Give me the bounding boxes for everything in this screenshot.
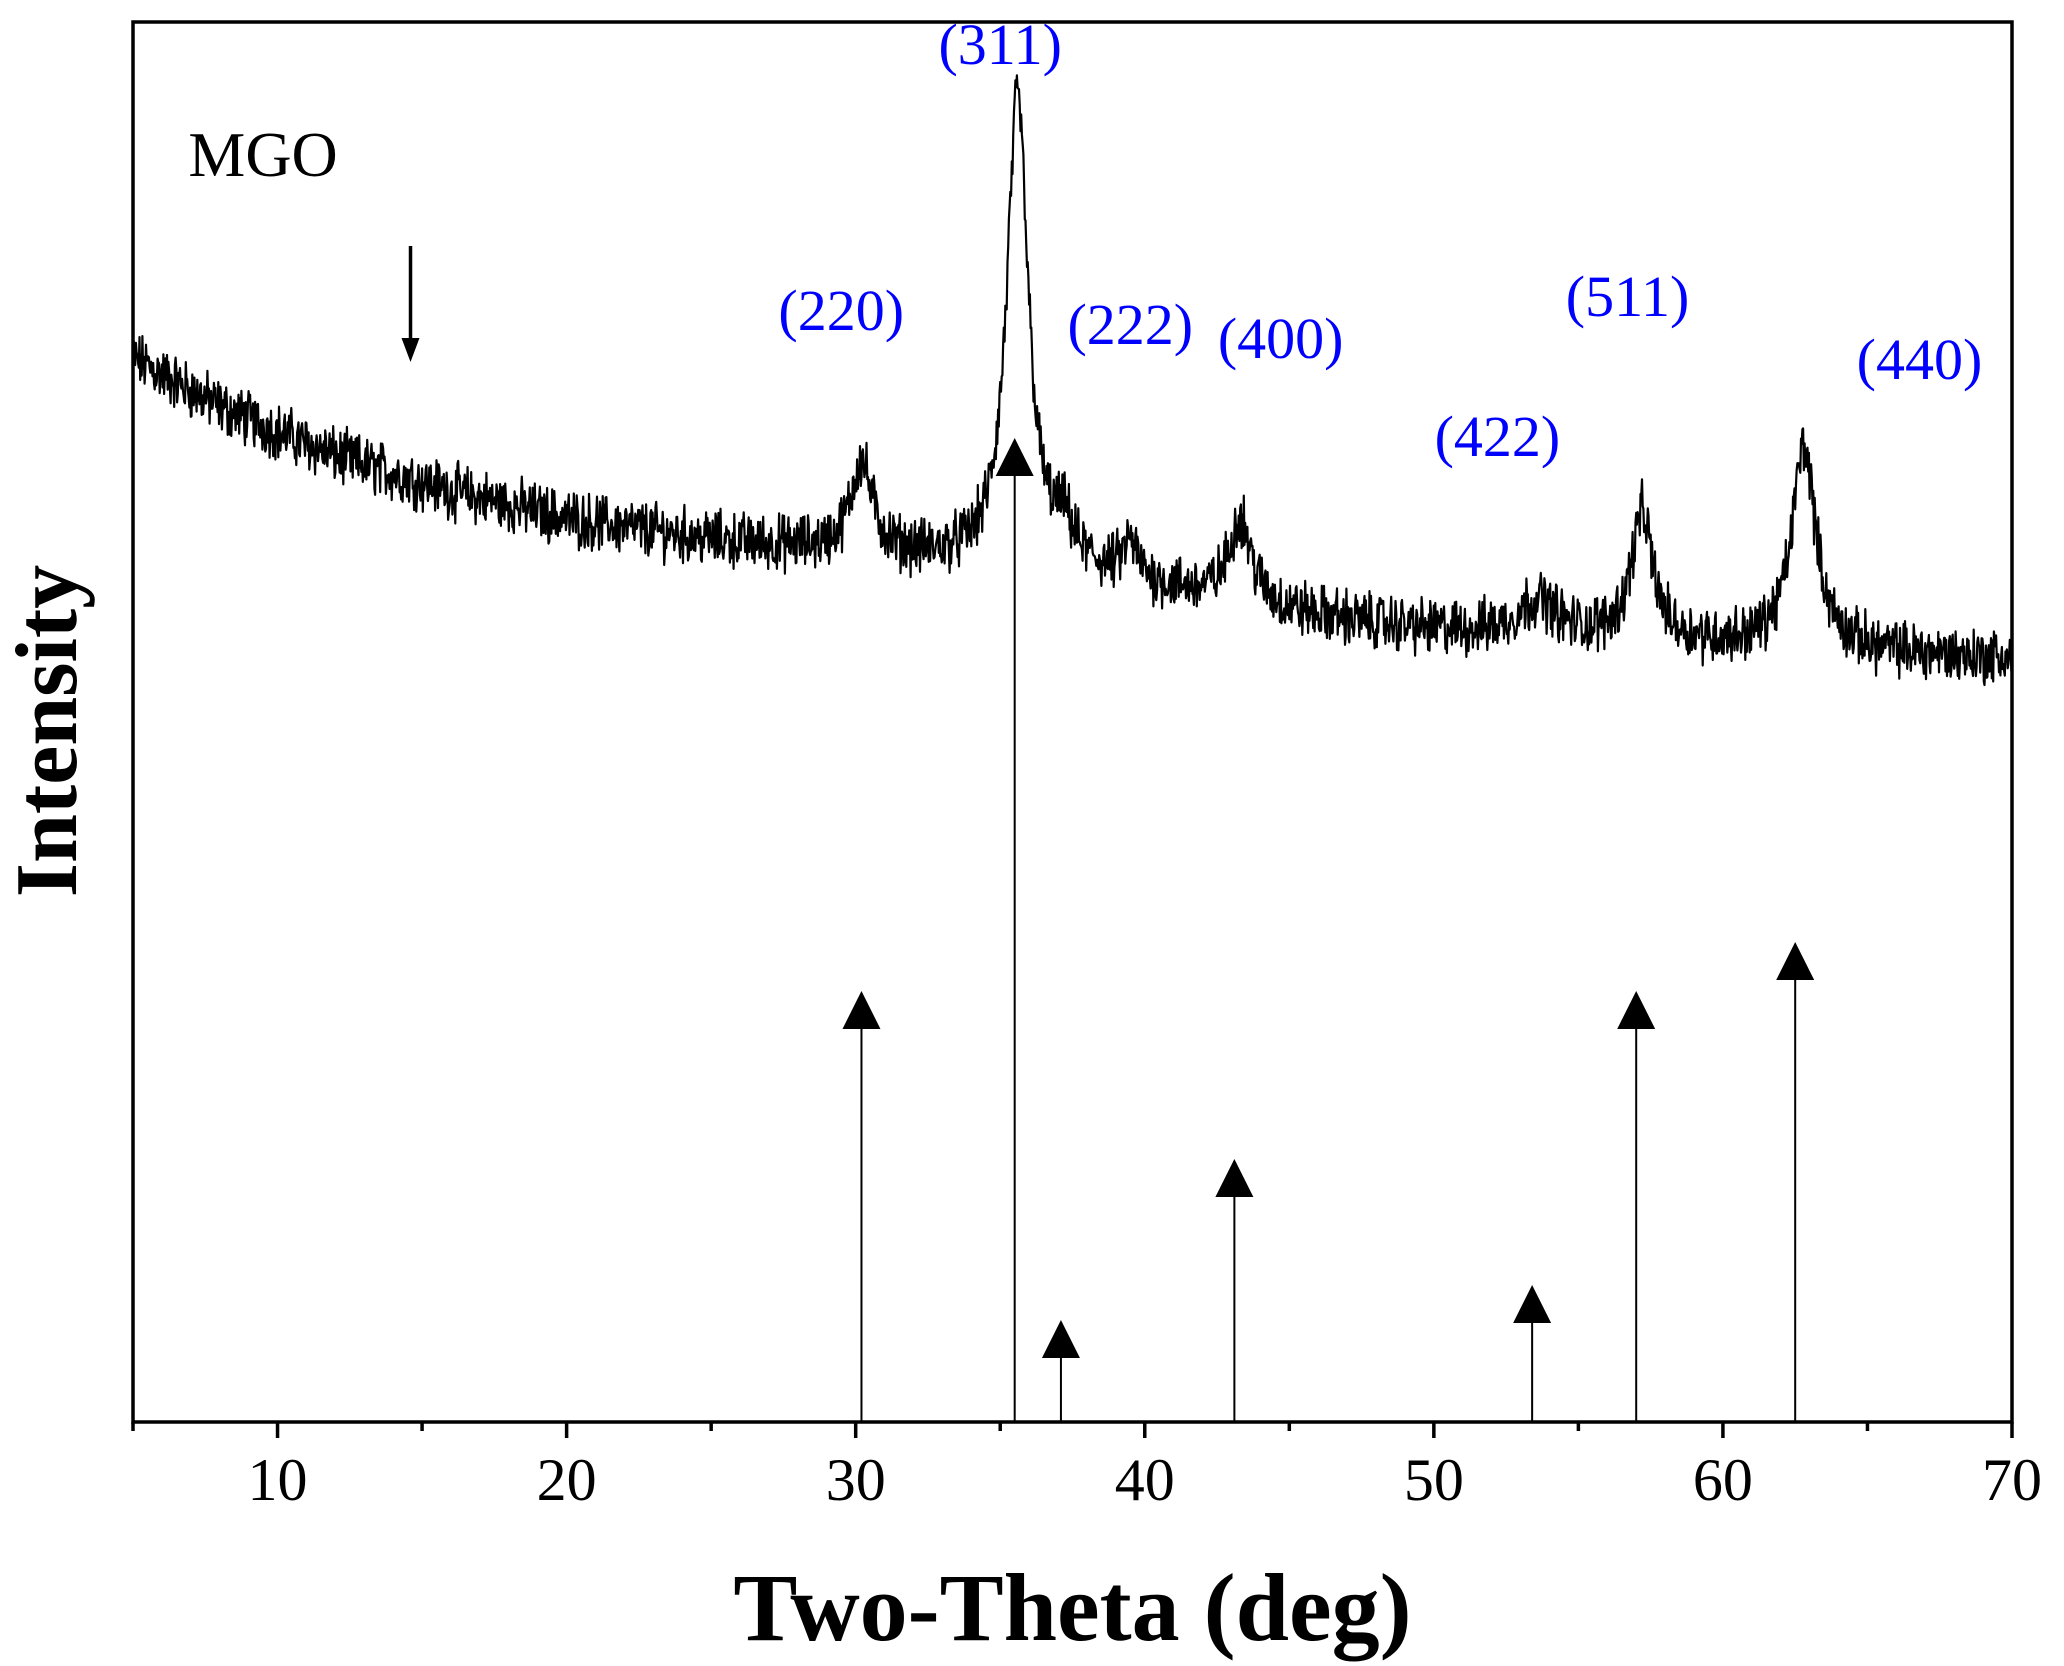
reference-triangle-marker: [1513, 1285, 1551, 1323]
reference-triangle-marker: [1617, 991, 1655, 1029]
x-tick-label: 60: [1693, 1447, 1753, 1513]
hkl-label: (511): [1566, 264, 1689, 329]
peak-annotations: (311)(220) (222) (400)(422)(511)(440)MGO: [188, 12, 1982, 469]
x-tick-label: 20: [537, 1447, 597, 1513]
mgo-label: MGO: [188, 119, 337, 190]
reference-triangle-marker: [1215, 1159, 1253, 1197]
x-axis-ticks: 10 20 30 40 50 60 70: [133, 1422, 2042, 1513]
x-tick-label: 10: [248, 1447, 308, 1513]
y-axis-title: Intensity: [0, 565, 96, 898]
plot-frame: [133, 22, 2012, 1422]
hkl-label: (422): [1435, 404, 1561, 469]
hkl-label: (222): [1067, 292, 1193, 357]
hkl-label: (400): [1218, 306, 1344, 371]
x-tick-label: 30: [826, 1447, 886, 1513]
x-axis-title: Two-Theta (deg): [733, 1554, 1411, 1661]
xrd-chart: (311)(220) (222) (400)(422)(511)(440)MGO 1…: [0, 0, 2064, 1666]
x-tick-label: 50: [1404, 1447, 1464, 1513]
reference-triangle-marker: [996, 438, 1034, 476]
x-tick-label: 70: [1982, 1447, 2042, 1513]
reference-triangle-marker: [1042, 1320, 1080, 1358]
reference-triangle-marker: [1776, 942, 1814, 980]
plot-area: (311)(220) (222) (400)(422)(511)(440)MGO 1…: [133, 12, 2042, 1513]
mgo-arrow-head: [402, 338, 420, 362]
hkl-label: (220): [778, 278, 904, 343]
reference-triangle-marker: [842, 991, 880, 1029]
xrd-series-line: [133, 75, 2012, 685]
x-tick-label: 40: [1115, 1447, 1175, 1513]
hkl-label: (440): [1857, 327, 1983, 392]
